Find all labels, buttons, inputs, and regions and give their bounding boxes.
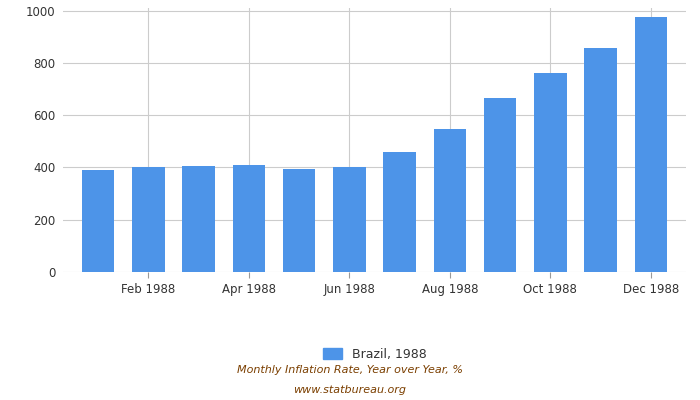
Legend: Brazil, 1988: Brazil, 1988 [318,343,431,366]
Bar [433,129,466,272]
Bar [283,169,316,272]
Text: www.statbureau.org: www.statbureau.org [293,385,407,395]
Bar [634,17,667,272]
Bar [333,167,365,272]
Bar [132,168,164,272]
Bar [484,98,517,272]
Text: Monthly Inflation Rate, Year over Year, %: Monthly Inflation Rate, Year over Year, … [237,365,463,375]
Bar [534,73,567,272]
Bar [182,166,215,272]
Bar [232,165,265,272]
Bar [584,48,617,272]
Bar [82,170,115,272]
Bar [384,152,416,272]
